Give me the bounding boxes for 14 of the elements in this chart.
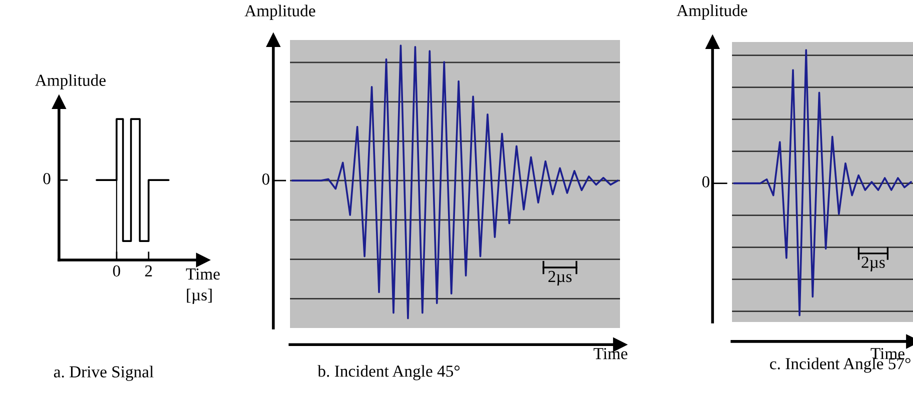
text: 0 [702, 176, 710, 188]
text: 0 [43, 173, 50, 184]
x-axis-title: Time [870, 348, 904, 360]
y-axis-title: Amplitude [35, 74, 106, 90]
annotation: 2µs [548, 270, 572, 286]
annotation: 2µs [862, 256, 885, 272]
y-axis-title: Amplitude [676, 4, 748, 20]
x-axis-title: Time [594, 348, 628, 360]
x-tick-label: 2 [145, 265, 152, 276]
x-axis-title: Time [µs] [186, 268, 220, 304]
text: 0 [262, 173, 270, 185]
y-axis-title: Amplitude [244, 4, 316, 20]
text: a. Drive Signal [54, 366, 154, 381]
text: b. Incident Angle 45° [318, 365, 460, 380]
